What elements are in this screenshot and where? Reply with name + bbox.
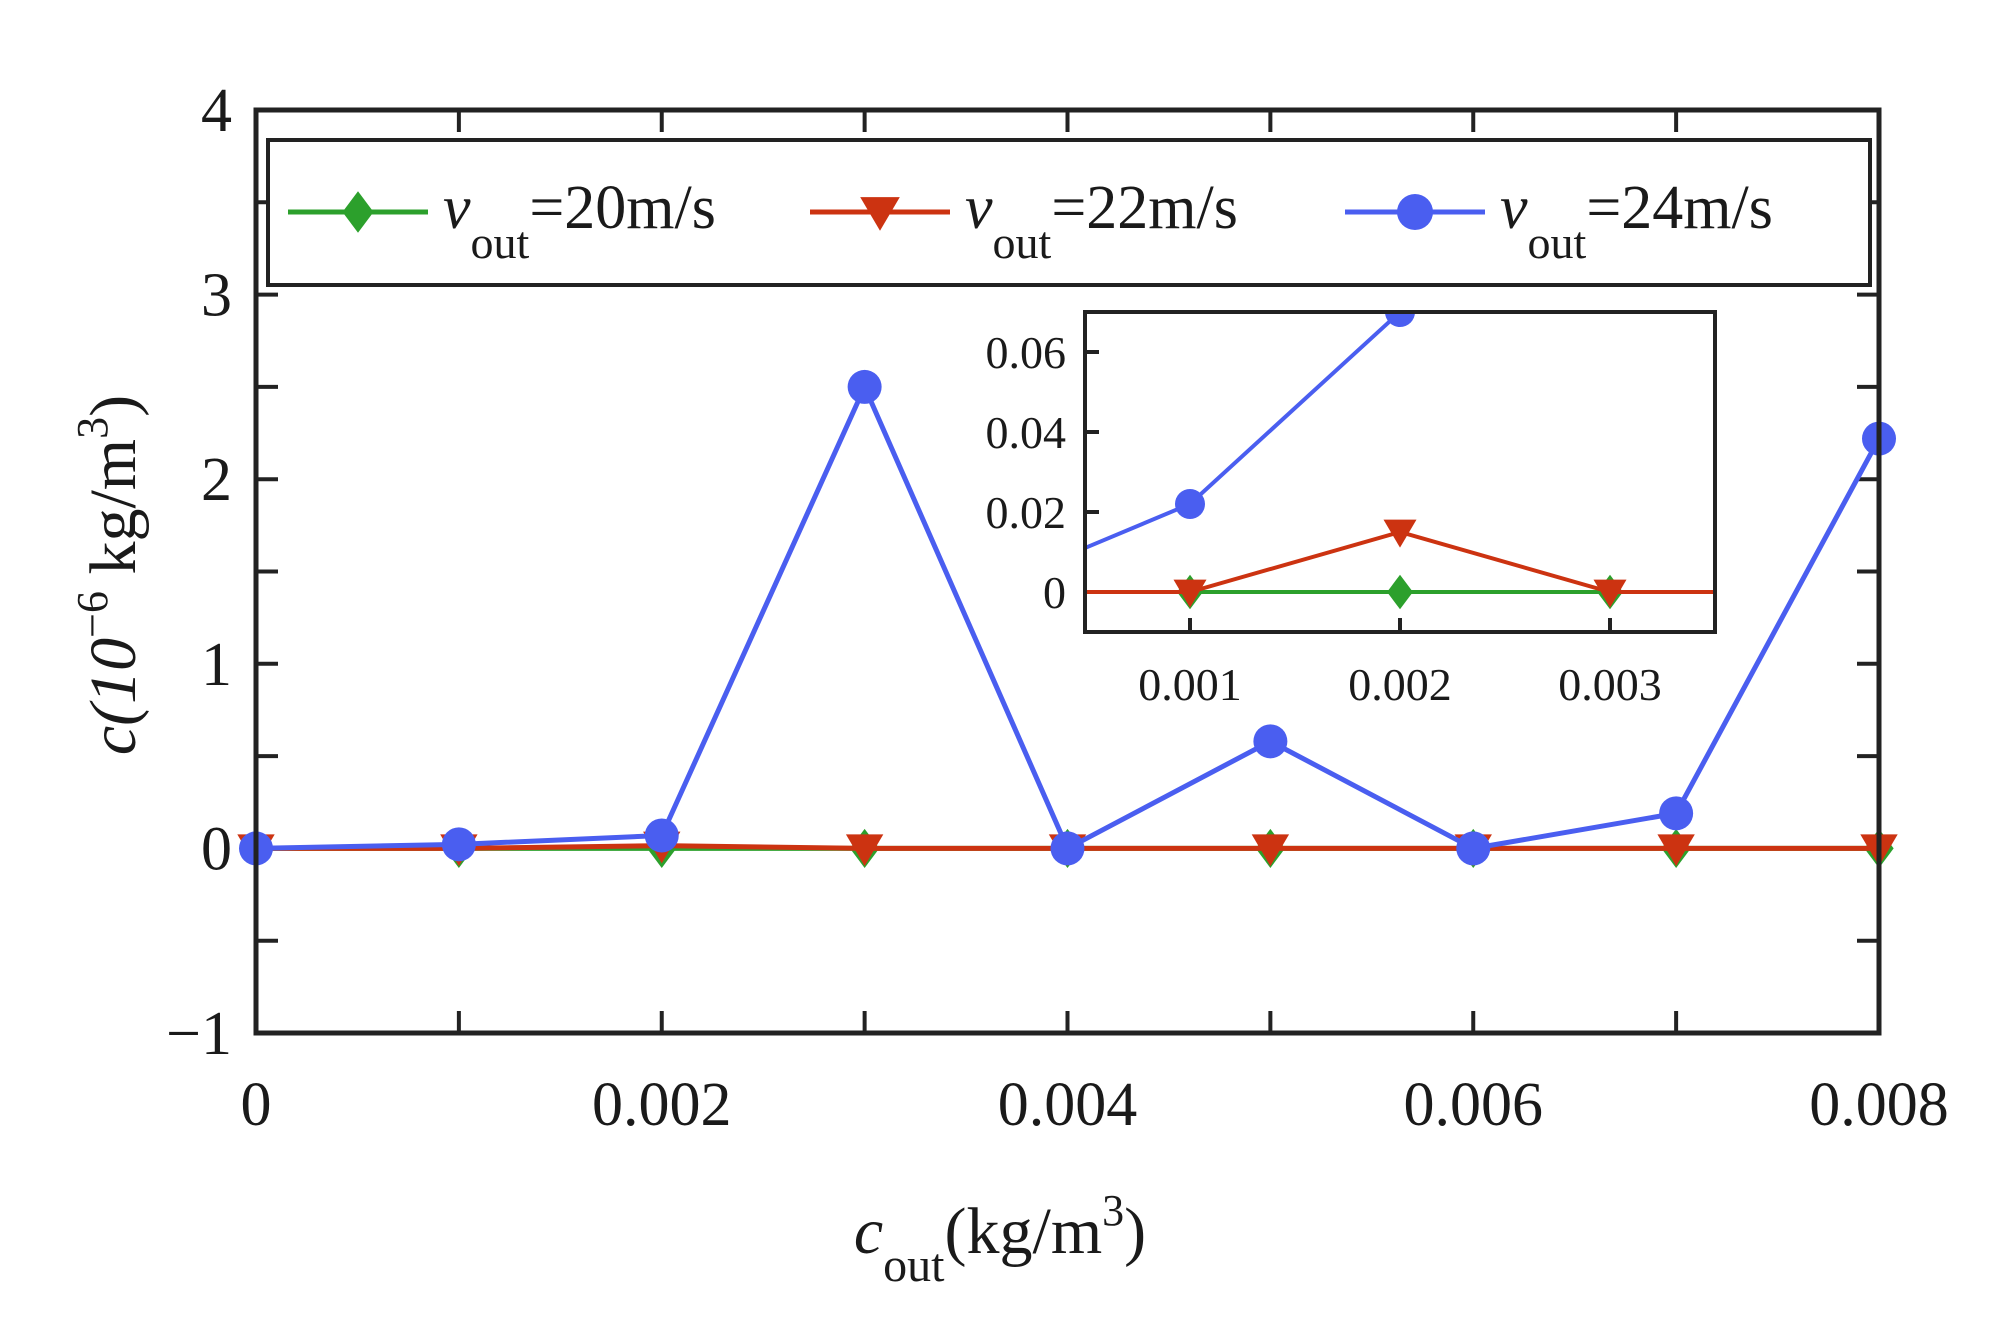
inset-series-line <box>1085 312 1403 551</box>
point-marker <box>847 369 882 404</box>
plot-frame <box>253 107 1882 1036</box>
legend-label-sub: out <box>993 217 1052 268</box>
inset-series-layer <box>1085 312 1715 610</box>
x-axis-title-sup: 3 <box>1102 1186 1124 1235</box>
y-tick-label: 1 <box>201 631 232 699</box>
legend-item: vout=24m/s <box>1345 174 1773 268</box>
x-tick-label: 0 <box>241 1071 272 1139</box>
legend-item: vout=22m/s <box>810 174 1238 268</box>
point-marker <box>1050 831 1085 866</box>
point-marker <box>860 197 900 231</box>
x-axis-title-unit: (kg/m <box>945 1195 1103 1268</box>
point-marker <box>644 818 679 853</box>
inset-chart: 0.001 0.002 0.003 0 0.02 0.04 0.06 <box>986 310 1717 710</box>
legend-label-sub: out <box>471 217 530 268</box>
x-tick-label: 0.006 <box>1404 1071 1544 1139</box>
series-v_out=24m/s <box>239 369 1896 866</box>
y-axis-title-sup: −6 <box>68 591 117 638</box>
x-axis-title: cout(kg/m3) <box>854 1186 1146 1292</box>
legend-label-main: v <box>443 174 471 242</box>
inset-series-v_out=22m/s <box>1085 519 1715 608</box>
x-axis-title-main: c <box>854 1195 883 1268</box>
legend-label-rest: =22m/s <box>1051 174 1238 242</box>
y-axis-title-close: ) <box>77 395 150 417</box>
point-marker <box>1173 579 1207 608</box>
point-marker <box>342 191 374 233</box>
legend-label-main: v <box>965 174 993 242</box>
inset-y-tick-label: 0.06 <box>986 327 1067 378</box>
point-marker <box>1253 724 1288 759</box>
point-marker <box>1456 831 1491 866</box>
y-tick-label: −1 <box>166 1000 232 1068</box>
inset-x-tick-label: 0.001 <box>1138 659 1242 710</box>
legend-box <box>266 138 1872 287</box>
y-tick-label: 0 <box>201 815 232 883</box>
y-tick-label: 3 <box>201 262 232 330</box>
point-marker <box>1251 834 1290 867</box>
legend-label-rest: =24m/s <box>1586 174 1773 242</box>
y-axis-title-unit: kg/m <box>77 439 150 591</box>
inset-y-tick-label: 0 <box>1043 567 1066 618</box>
legend-label: vout=20m/s <box>443 174 716 268</box>
inset-y-tick-label: 0.04 <box>986 407 1067 458</box>
legend-label: vout=24m/s <box>1500 174 1773 268</box>
inset-x-tick-label: 0.002 <box>1348 659 1452 710</box>
point-marker <box>1385 312 1415 327</box>
inset-y-tick-label: 0.02 <box>986 487 1067 538</box>
point-marker <box>441 827 476 862</box>
y-axis-title-sup2: 3 <box>68 417 117 439</box>
point-marker <box>1659 796 1694 831</box>
legend-label-main: v <box>1500 174 1528 242</box>
y-tick-label: 2 <box>201 446 232 514</box>
x-tick-label: 0.008 <box>1809 1071 1949 1139</box>
x-tick-label: 0.002 <box>592 1071 732 1139</box>
inset-series-line <box>1085 529 1715 594</box>
point-marker <box>1387 574 1413 610</box>
y-axis-title: c(10−6 kg/m3) <box>68 395 150 755</box>
legend: vout=20m/s vout=22m/s vout=24m/s <box>266 138 1872 287</box>
legend-label-rest: =20m/s <box>529 174 716 242</box>
legend-item: vout=20m/s <box>288 174 716 268</box>
point-marker <box>1397 194 1433 230</box>
inset-x-tick-label: 0.003 <box>1558 659 1662 710</box>
point-marker <box>845 834 884 867</box>
point-marker <box>1593 579 1627 608</box>
point-marker <box>1175 489 1205 519</box>
x-axis-title-sub: out <box>883 1239 945 1292</box>
point-marker <box>1383 519 1417 548</box>
y-axis-title-main: c(10 <box>77 638 150 755</box>
point-marker <box>1657 834 1695 867</box>
x-axis-title-close: ) <box>1124 1195 1146 1268</box>
legend-label: vout=22m/s <box>965 174 1238 268</box>
inset-frame <box>1083 310 1717 634</box>
y-tick-label: 4 <box>201 77 232 145</box>
legend-label-sub: out <box>1528 217 1587 268</box>
inset-series-v_out=24m/s <box>1085 312 1415 551</box>
x-tick-label: 0.004 <box>998 1071 1138 1139</box>
